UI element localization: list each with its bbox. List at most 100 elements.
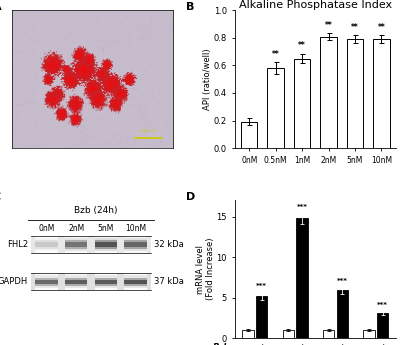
Bar <box>124 236 147 238</box>
Y-axis label: mRNA level
(Fold Increase): mRNA level (Fold Increase) <box>196 238 215 300</box>
Bar <box>124 283 147 286</box>
Bar <box>241 122 258 148</box>
Bar <box>35 281 58 284</box>
Bar <box>95 277 117 279</box>
Text: 10nM: 10nM <box>125 224 146 233</box>
Bar <box>65 279 88 282</box>
Bar <box>65 277 88 279</box>
Bar <box>35 275 58 277</box>
Bar <box>95 238 117 240</box>
Bar <box>124 275 147 277</box>
Bar <box>65 238 88 240</box>
Bar <box>124 240 147 243</box>
Text: Bzb (24h): Bzb (24h) <box>74 206 118 215</box>
Bar <box>95 236 117 238</box>
Bar <box>35 238 58 240</box>
Bar <box>65 244 88 247</box>
Bar <box>65 242 88 245</box>
Bar <box>124 248 147 251</box>
Text: +: + <box>379 343 386 345</box>
Bar <box>65 246 88 249</box>
Bar <box>35 240 58 243</box>
Bar <box>35 236 58 238</box>
Text: +: + <box>338 343 346 345</box>
Bar <box>124 281 147 284</box>
Bar <box>296 218 308 338</box>
Bar <box>95 279 117 282</box>
Text: +: + <box>298 343 306 345</box>
Text: −: − <box>365 343 373 345</box>
Bar <box>95 242 117 245</box>
Bar <box>65 248 88 251</box>
Bar <box>124 273 147 275</box>
Bar <box>337 290 348 338</box>
Bar <box>95 240 117 243</box>
Bar <box>35 242 58 245</box>
Bar <box>65 287 88 290</box>
Bar <box>124 279 147 282</box>
Text: C: C <box>0 192 1 202</box>
Bar <box>65 273 88 275</box>
Text: **: ** <box>378 23 385 32</box>
Text: 37 kDa: 37 kDa <box>154 277 184 286</box>
Bar <box>95 285 117 288</box>
Bar <box>95 244 117 247</box>
Bar <box>35 248 58 251</box>
Text: ***: *** <box>377 302 388 308</box>
Bar <box>31 236 151 253</box>
Bar <box>95 248 117 251</box>
Text: −: − <box>325 343 332 345</box>
Text: D: D <box>186 192 196 202</box>
Text: Bzb: Bzb <box>212 343 230 345</box>
Bar <box>283 330 294 338</box>
Bar <box>95 246 117 249</box>
Bar <box>242 330 254 338</box>
Text: 5nM: 5nM <box>98 224 114 233</box>
Bar <box>124 285 147 288</box>
Text: 0nM: 0nM <box>38 224 54 233</box>
Bar <box>31 273 151 290</box>
Bar <box>377 313 388 338</box>
Bar <box>347 39 363 148</box>
Bar <box>65 275 88 277</box>
Title: Alkaline Phosphatase Index: Alkaline Phosphatase Index <box>239 0 392 10</box>
Bar <box>65 285 88 288</box>
Bar <box>35 283 58 286</box>
Text: ***: *** <box>296 204 307 210</box>
Bar <box>124 250 147 253</box>
Text: GAPDH: GAPDH <box>0 277 28 286</box>
Bar <box>95 281 117 284</box>
Bar <box>95 287 117 290</box>
Text: B: B <box>186 2 195 12</box>
Bar <box>294 59 310 148</box>
Text: **: ** <box>325 21 332 30</box>
Text: 200 um: 200 um <box>140 129 156 133</box>
Bar <box>95 275 117 277</box>
Text: +: + <box>258 343 265 345</box>
Text: ***: *** <box>256 284 267 289</box>
Bar <box>95 283 117 286</box>
Bar <box>35 250 58 253</box>
Bar <box>373 39 390 148</box>
Bar <box>65 250 88 253</box>
Bar <box>268 68 284 148</box>
Bar <box>124 246 147 249</box>
Bar <box>323 330 334 338</box>
Bar <box>364 330 375 338</box>
Bar <box>35 287 58 290</box>
Bar <box>320 37 337 148</box>
Bar <box>35 279 58 282</box>
Bar <box>256 296 267 338</box>
Text: **: ** <box>272 50 280 59</box>
Bar <box>35 277 58 279</box>
Bar <box>124 287 147 290</box>
Bar <box>95 273 117 275</box>
Text: ***: *** <box>337 278 348 284</box>
Bar <box>95 250 117 253</box>
Bar <box>35 285 58 288</box>
Bar <box>65 236 88 238</box>
Bar <box>35 273 58 275</box>
Bar <box>124 242 147 245</box>
Bar <box>124 277 147 279</box>
Text: FHL2: FHL2 <box>7 240 28 249</box>
